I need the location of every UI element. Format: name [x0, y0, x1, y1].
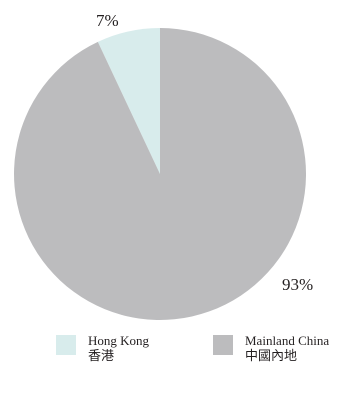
legend-swatch-mainland-china	[213, 335, 233, 355]
legend-item-hong-kong: Hong Kong 香港	[56, 333, 149, 363]
legend-label-mainland-china-zh: 中國內地	[245, 348, 298, 363]
data-label-mainland-china: 93%	[282, 275, 313, 294]
pie-slice-mainland-china	[14, 28, 307, 320]
legend: Hong Kong 香港 Mainland China 中國內地	[0, 333, 344, 373]
legend-item-mainland-china: Mainland China 中國內地	[213, 333, 329, 363]
legend-swatch-hong-kong	[56, 335, 76, 355]
pie-slice-hong-kong	[97, 28, 160, 174]
legend-label-hong-kong-zh: 香港	[88, 348, 115, 363]
data-label-hong-kong: 7%	[96, 11, 119, 30]
legend-label-mainland-china: Mainland China	[245, 333, 330, 348]
legend-label-hong-kong: Hong Kong	[88, 333, 150, 348]
